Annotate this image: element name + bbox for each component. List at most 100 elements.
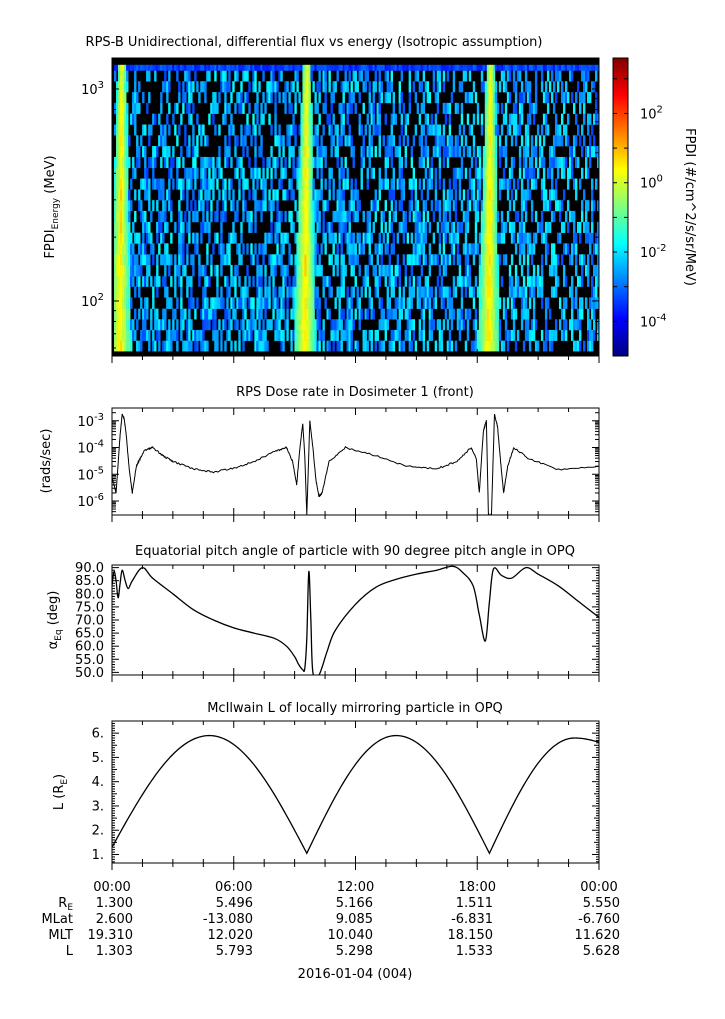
heatmap-cell xyxy=(552,102,556,114)
heatmap-cell xyxy=(564,135,568,147)
heatmap-cell xyxy=(238,276,241,287)
heatmap-cell xyxy=(526,146,530,158)
heatmap-cell xyxy=(272,200,275,212)
heatmap-cell xyxy=(344,178,347,190)
heatmap-cell xyxy=(128,64,131,71)
heatmap-cell xyxy=(132,102,135,114)
heatmap-cell xyxy=(296,297,299,309)
heatmap-cell xyxy=(556,64,560,71)
heatmap-cell xyxy=(534,210,538,223)
heatmap-cell xyxy=(587,254,590,266)
heatmap-cell xyxy=(406,308,410,320)
heatmap-cell xyxy=(572,232,576,244)
heatmap-cell xyxy=(282,286,285,298)
heatmap-cell xyxy=(438,329,442,341)
heatmap-cell xyxy=(478,189,482,201)
heatmap-cell xyxy=(282,340,285,352)
heatmap-cell xyxy=(164,146,167,158)
heatmap-cell xyxy=(406,297,410,309)
heatmap-cell xyxy=(308,70,311,82)
heatmap-cell xyxy=(544,243,548,255)
heatmap-cell xyxy=(304,81,307,93)
heatmap-cell xyxy=(250,64,253,71)
heatmap-cell xyxy=(426,189,430,201)
heatmap-cell xyxy=(398,276,402,287)
heatmap-cell xyxy=(178,276,181,287)
heatmap-cell xyxy=(286,64,289,71)
heatmap-cell xyxy=(192,232,195,244)
heatmap-cell xyxy=(158,189,161,201)
heatmap-cell xyxy=(286,81,289,93)
heatmap-cell xyxy=(144,178,147,190)
heatmap-cell xyxy=(122,70,125,82)
heatmap-cell xyxy=(168,319,171,331)
heatmap-cell xyxy=(420,124,424,136)
heatmap-cell xyxy=(374,124,377,136)
heatmap-cell xyxy=(162,124,165,136)
heatmap-cell xyxy=(448,200,452,212)
heatmap-cell xyxy=(254,329,257,341)
heatmap-cell xyxy=(422,70,426,82)
heatmap-cell xyxy=(438,70,442,82)
heatmap-cell xyxy=(426,297,430,309)
heatmap-cell xyxy=(454,178,458,190)
heatmap-cell xyxy=(354,308,357,320)
heatmap-cell xyxy=(558,319,562,331)
heatmap-cell xyxy=(378,113,381,125)
heatmap-cell xyxy=(480,210,484,223)
heatmap-cell xyxy=(350,135,353,147)
heatmap-cell xyxy=(568,286,572,298)
heatmap-cell xyxy=(278,92,281,104)
heatmap-cell xyxy=(146,232,149,244)
heatmap-cell xyxy=(180,243,183,255)
heatmap-cell xyxy=(589,113,592,125)
heatmap-cell xyxy=(236,70,239,82)
heatmap-cell xyxy=(132,156,135,169)
heatmap-cell xyxy=(238,329,241,341)
heatmap-cell xyxy=(464,135,468,147)
heatmap-cell xyxy=(230,319,233,331)
heatmap-cell xyxy=(412,64,416,71)
heatmap-cell xyxy=(182,92,185,104)
heatmap-cell xyxy=(190,340,193,352)
heatmap-cell xyxy=(574,232,578,244)
heatmap-cell xyxy=(174,264,177,277)
heatmap-cell xyxy=(190,64,193,71)
heatmap-cell xyxy=(446,64,450,71)
heatmap-cell xyxy=(210,308,213,320)
heatmap-cell xyxy=(368,286,371,298)
heatmap-cell xyxy=(591,221,594,233)
heatmap-cell xyxy=(410,189,414,201)
heatmap-cell xyxy=(358,200,361,212)
heatmap-cell xyxy=(348,70,351,82)
heatmap-cell xyxy=(587,340,590,352)
heatmap-cell xyxy=(587,146,590,158)
heatmap-cell xyxy=(530,178,534,190)
heatmap-cell xyxy=(258,319,261,331)
heatmap-cell xyxy=(386,81,389,93)
heatmap-cell xyxy=(168,146,171,158)
heatmap-cell xyxy=(490,254,494,266)
heatmap-cell xyxy=(126,81,129,93)
heatmap-cell xyxy=(122,178,125,190)
heatmap-cell xyxy=(490,329,494,341)
heatmap-cell xyxy=(298,200,301,212)
heatmap-cell xyxy=(587,124,590,136)
heatmap-cell xyxy=(418,329,422,341)
heatmap-cell xyxy=(458,319,462,331)
heatmap-cell xyxy=(240,254,243,266)
heatmap-cell xyxy=(138,232,141,244)
heatmap-cell xyxy=(504,319,508,331)
heatmap-cell xyxy=(482,232,486,244)
heatmap-cell xyxy=(346,135,349,147)
heatmap-cell xyxy=(246,92,249,104)
heatmap-cell xyxy=(298,319,301,331)
heatmap-cell xyxy=(422,232,426,244)
heatmap-cell xyxy=(480,329,484,341)
heatmap-cell xyxy=(292,146,295,158)
heatmap-cell xyxy=(302,81,305,93)
heatmap-cell xyxy=(560,167,564,179)
heatmap-cell xyxy=(132,254,135,266)
heatmap-cell xyxy=(450,189,454,201)
heatmap-cell xyxy=(460,113,464,125)
